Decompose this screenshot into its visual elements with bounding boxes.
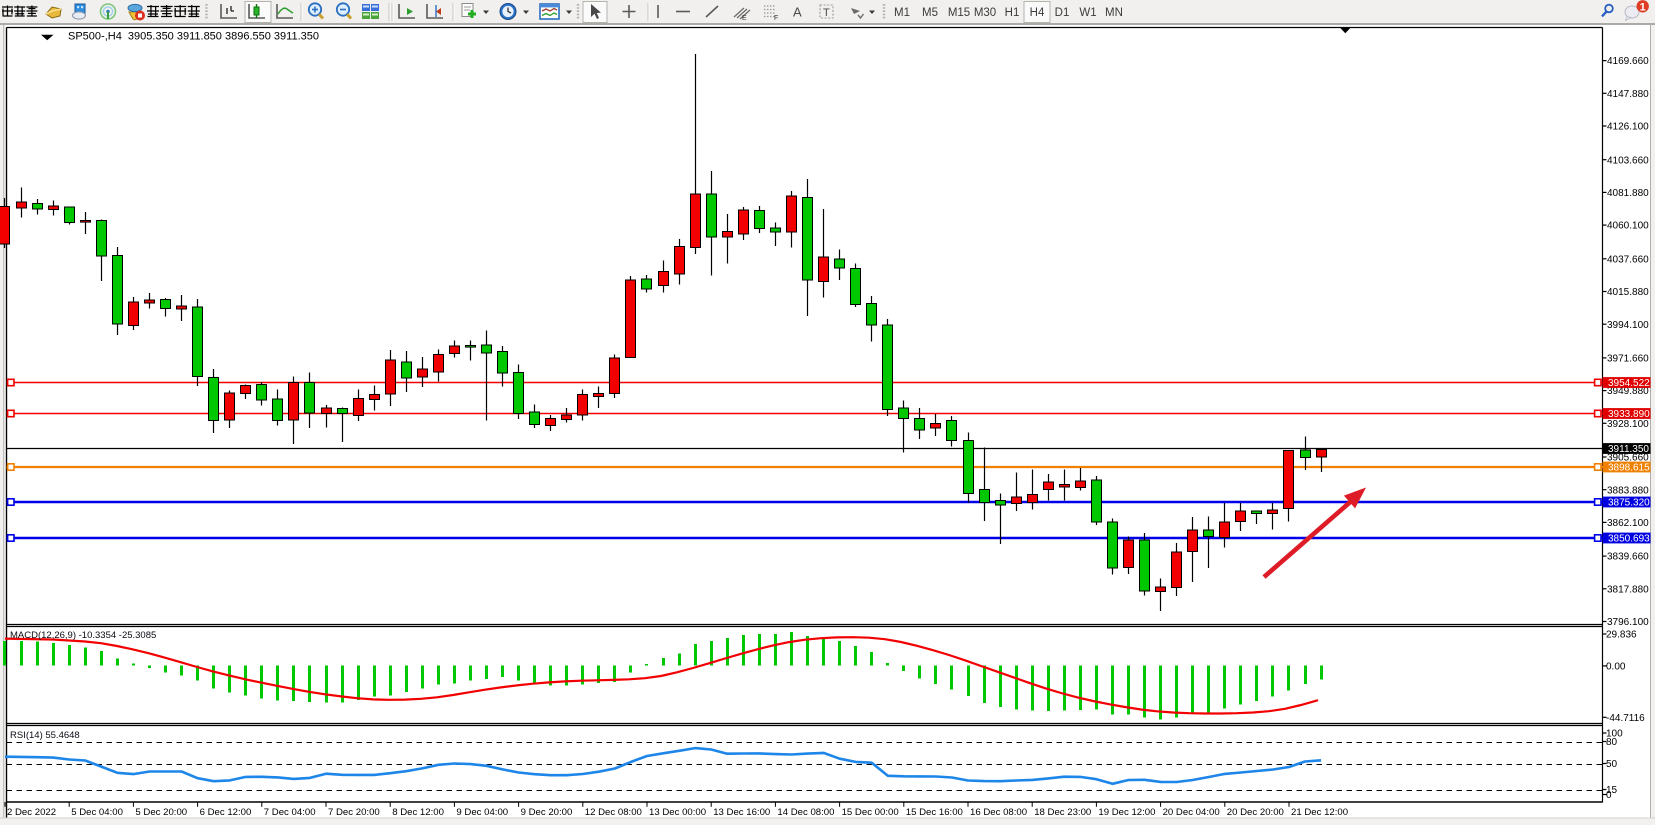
- svg-text:M5: M5: [922, 7, 938, 19]
- svg-text:D1: D1: [1055, 7, 1070, 19]
- svg-text:4147.880: 4147.880: [1607, 89, 1649, 100]
- svg-text:3954.522: 3954.522: [1608, 378, 1650, 389]
- svg-text:3933.890: 3933.890: [1608, 409, 1650, 420]
- svg-text:14 Dec 08:00: 14 Dec 08:00: [777, 807, 834, 818]
- svg-text:3898.615: 3898.615: [1608, 463, 1650, 474]
- svg-text:3817.880: 3817.880: [1607, 584, 1649, 595]
- svg-text:4015.880: 4015.880: [1607, 287, 1649, 298]
- svg-text:5 Dec 04:00: 5 Dec 04:00: [71, 807, 123, 818]
- svg-text:-44.7116: -44.7116: [1606, 713, 1645, 724]
- svg-text:19 Dec 12:00: 19 Dec 12:00: [1098, 807, 1155, 818]
- svg-text:20 Dec 04:00: 20 Dec 04:00: [1163, 807, 1220, 818]
- svg-text:21 Dec 12:00: 21 Dec 12:00: [1291, 807, 1348, 818]
- svg-text:M15: M15: [948, 7, 970, 19]
- svg-text:4060.100: 4060.100: [1607, 221, 1649, 232]
- svg-text:3883.880: 3883.880: [1607, 485, 1649, 496]
- svg-text:T: T: [823, 7, 830, 19]
- svg-text:H1: H1: [1005, 7, 1020, 19]
- svg-text:9 Dec 04:00: 9 Dec 04:00: [456, 807, 508, 818]
- svg-text:3911.350: 3911.350: [1608, 444, 1649, 455]
- svg-text:4081.880: 4081.880: [1607, 188, 1649, 199]
- svg-text:15: 15: [1606, 785, 1618, 796]
- svg-text:3971.660: 3971.660: [1607, 354, 1649, 365]
- svg-text:3850.693: 3850.693: [1608, 534, 1650, 545]
- svg-text:15 Dec 16:00: 15 Dec 16:00: [906, 807, 963, 818]
- svg-text:4169.660: 4169.660: [1607, 56, 1649, 67]
- svg-text:3839.660: 3839.660: [1607, 552, 1649, 563]
- svg-text:80: 80: [1606, 737, 1618, 748]
- svg-text:1: 1: [1640, 1, 1646, 13]
- svg-text:3875.320: 3875.320: [1608, 498, 1650, 509]
- svg-text:RSI(14) 55.4648: RSI(14) 55.4648: [10, 730, 80, 741]
- svg-text:13 Dec 00:00: 13 Dec 00:00: [649, 807, 706, 818]
- svg-text:12 Dec 08:00: 12 Dec 08:00: [585, 807, 642, 818]
- svg-text:0.00: 0.00: [1606, 662, 1626, 673]
- svg-text:3928.100: 3928.100: [1607, 419, 1649, 430]
- svg-text:3905.660: 3905.660: [1607, 453, 1649, 464]
- svg-text:7 Dec 20:00: 7 Dec 20:00: [328, 807, 380, 818]
- svg-text:0: 0: [1606, 790, 1612, 801]
- svg-text:M30: M30: [974, 7, 996, 19]
- svg-text:3949.880: 3949.880: [1607, 386, 1649, 397]
- svg-text:M1: M1: [894, 7, 910, 19]
- svg-text:MN: MN: [1105, 7, 1123, 19]
- svg-text:E: E: [742, 15, 747, 22]
- svg-text:20 Dec 20:00: 20 Dec 20:00: [1227, 807, 1284, 818]
- svg-text:4037.660: 4037.660: [1607, 254, 1649, 265]
- svg-text:3862.100: 3862.100: [1607, 518, 1649, 529]
- svg-text:7 Dec 04:00: 7 Dec 04:00: [264, 807, 316, 818]
- svg-text:H4: H4: [1030, 7, 1045, 19]
- svg-text:3994.100: 3994.100: [1607, 320, 1649, 331]
- svg-text:16 Dec 08:00: 16 Dec 08:00: [970, 807, 1027, 818]
- svg-text:MACD(12,26,9) -10.3354 -25.308: MACD(12,26,9) -10.3354 -25.3085: [10, 630, 156, 641]
- svg-text:5 Dec 20:00: 5 Dec 20:00: [135, 807, 187, 818]
- svg-text:15 Dec 00:00: 15 Dec 00:00: [842, 807, 899, 818]
- svg-text:4103.660: 4103.660: [1607, 155, 1649, 166]
- svg-text:100: 100: [1606, 729, 1623, 740]
- svg-text:F: F: [774, 15, 778, 22]
- svg-text:2 Dec 2022: 2 Dec 2022: [7, 807, 56, 818]
- svg-text:9 Dec 20:00: 9 Dec 20:00: [521, 807, 573, 818]
- svg-text:18 Dec 23:00: 18 Dec 23:00: [1034, 807, 1091, 818]
- svg-text:13 Dec 16:00: 13 Dec 16:00: [713, 807, 770, 818]
- svg-text:29.836: 29.836: [1606, 630, 1637, 641]
- svg-text:W1: W1: [1079, 7, 1096, 19]
- svg-text:6 Dec 12:00: 6 Dec 12:00: [200, 807, 252, 818]
- svg-text:4126.100: 4126.100: [1607, 122, 1649, 133]
- svg-text:A: A: [793, 5, 802, 20]
- svg-text:8 Dec 12:00: 8 Dec 12:00: [392, 807, 444, 818]
- svg-text:3796.100: 3796.100: [1607, 617, 1649, 628]
- svg-text:50: 50: [1606, 759, 1618, 770]
- svg-text:SP500-,H4 3905.350 3911.850 3: SP500-,H4 3905.350 3911.850 3896.550 391…: [68, 31, 319, 43]
